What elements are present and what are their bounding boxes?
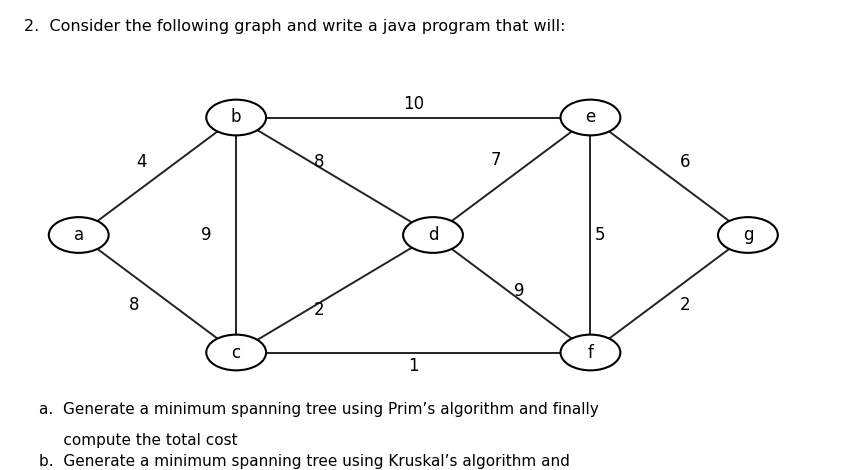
- Text: 2: 2: [313, 301, 324, 319]
- Text: b.  Generate a minimum spanning tree using Kruskal’s algorithm and: b. Generate a minimum spanning tree usin…: [39, 454, 570, 469]
- Text: a.  Generate a minimum spanning tree using Prim’s algorithm and finally: a. Generate a minimum spanning tree usin…: [39, 402, 599, 417]
- Text: 2.  Consider the following graph and write a java program that will:: 2. Consider the following graph and writ…: [23, 19, 565, 34]
- Ellipse shape: [206, 100, 266, 135]
- Text: b: b: [231, 109, 242, 126]
- Text: 7: 7: [491, 151, 501, 169]
- Ellipse shape: [206, 335, 266, 370]
- Text: 1: 1: [408, 357, 418, 375]
- Text: g: g: [743, 226, 753, 244]
- Ellipse shape: [560, 335, 620, 370]
- Text: 4: 4: [137, 153, 147, 171]
- Text: 6: 6: [680, 153, 690, 171]
- Text: 9: 9: [514, 282, 525, 300]
- Text: 8: 8: [313, 153, 324, 171]
- Text: e: e: [585, 109, 596, 126]
- Ellipse shape: [48, 217, 108, 253]
- Text: c: c: [231, 344, 241, 361]
- Text: 10: 10: [403, 95, 423, 113]
- Text: compute the total cost: compute the total cost: [39, 433, 238, 448]
- Ellipse shape: [718, 217, 778, 253]
- Text: 5: 5: [595, 226, 605, 244]
- Text: a: a: [74, 226, 84, 244]
- Text: d: d: [428, 226, 438, 244]
- Text: 2: 2: [680, 297, 690, 314]
- Ellipse shape: [560, 100, 620, 135]
- Text: f: f: [587, 344, 593, 361]
- Ellipse shape: [403, 217, 463, 253]
- Text: 8: 8: [128, 297, 139, 314]
- Text: 9: 9: [201, 226, 211, 244]
